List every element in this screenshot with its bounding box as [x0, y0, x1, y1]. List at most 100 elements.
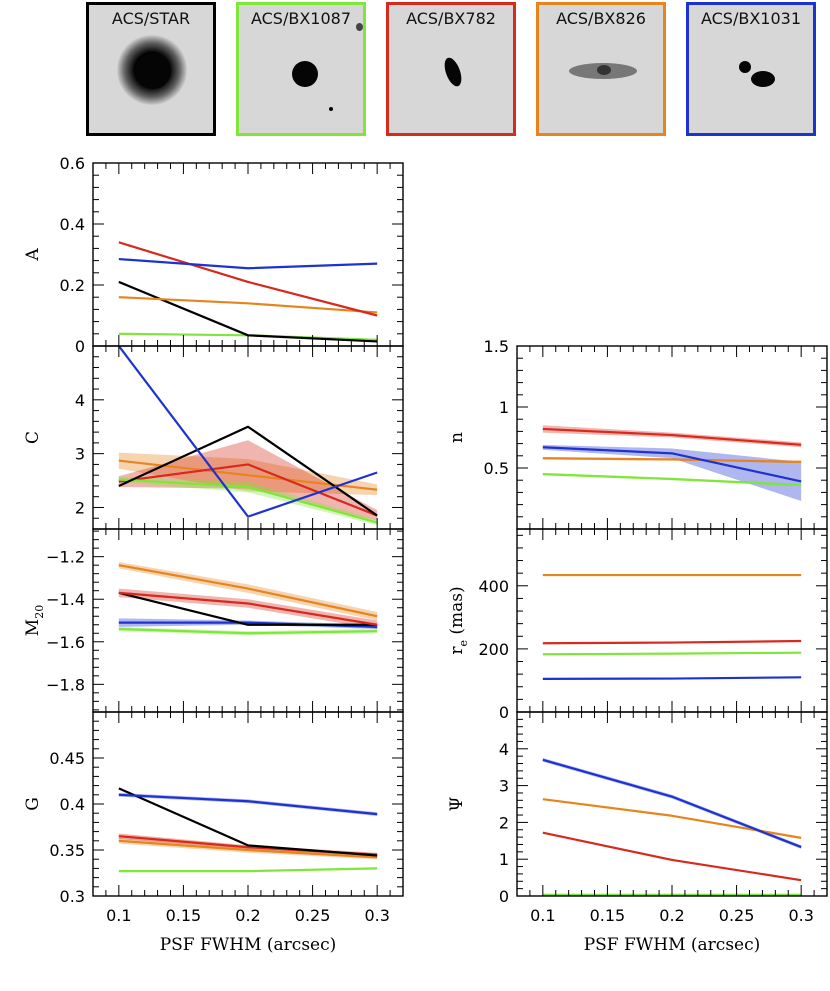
series-line-star [118, 591, 378, 626]
x-tick-label: 0.2 [235, 906, 260, 925]
x-tick-label: 0.25 [719, 906, 755, 925]
series-line-bx782 [118, 241, 378, 317]
y-tick-label: 0 [499, 887, 509, 906]
left-column-panels: 00.20.40.6A234C−1.8−1.6−1.4−1.2M200.30.3… [23, 154, 404, 925]
y-tick-label: 200 [478, 640, 509, 659]
series-line-bx826 [118, 296, 378, 314]
series-line-bx782 [118, 463, 378, 517]
series-line-bx782 [542, 427, 802, 446]
y-tick-label: 0.2 [60, 276, 85, 295]
galaxy-blob [751, 71, 775, 87]
series-line-bx782 [542, 831, 802, 882]
galaxy-blob [329, 107, 333, 111]
x-tick-label: 0.1 [106, 906, 131, 925]
panel-c: 2 3 4 C [23, 345, 404, 530]
galaxy-blob [356, 23, 363, 31]
thumbnail-bx826: ACS/BX826 [536, 2, 666, 136]
galaxy-blob [441, 55, 465, 89]
y-tick-label: 0.35 [49, 841, 85, 860]
y-tick-label: 1 [499, 398, 509, 417]
series-line-bx1031 [118, 257, 378, 270]
series-line-bx826 [118, 839, 378, 859]
band-bx782 [118, 440, 378, 521]
series-line-bx826 [118, 564, 378, 618]
y-axis-title: A [23, 248, 43, 262]
y-axis-title: G [23, 797, 43, 811]
x-tick-label: 0.1 [530, 906, 555, 925]
band-bx1031 [542, 444, 802, 501]
thumbnail-bx1031: ACS/BX1031 [686, 2, 816, 136]
panel-n: 0.5 1 1.5 n [447, 337, 828, 530]
panel-re: 0 200 400 re (mas) [447, 528, 828, 722]
thumbnail-bx782: ACS/BX782 [386, 2, 516, 136]
plot-area [118, 787, 378, 873]
series-line-bx1087 [118, 867, 378, 873]
plot-area [118, 241, 378, 343]
panel-g: 0.3 0.35 0.4 0.45 0.1 0.15 0.2 0.25 0.3 G [23, 711, 404, 925]
x-tick-label: 0.2 [659, 906, 684, 925]
series-line-bx1087 [118, 478, 378, 524]
band-bx826 [118, 561, 378, 621]
series-line-bx1031 [542, 758, 802, 849]
series-line-bx1031 [542, 676, 802, 680]
series-line-bx1087 [118, 627, 378, 635]
thumbnail-title: ACS/BX826 [556, 9, 646, 28]
y-tick-label: −1.4 [46, 590, 85, 609]
plot-area [542, 758, 802, 896]
panel-a: 0 0.2 0.4 0.6 A [23, 154, 404, 356]
left-x-axis-title: PSF FWHM (arcsec) [160, 935, 337, 955]
series-line-bx1031 [117, 346, 378, 518]
series-line-bx782 [542, 639, 802, 645]
y-tick-label: 0.5 [484, 459, 509, 478]
thumbnail-title: ACS/BX782 [406, 9, 496, 28]
y-tick-label: 0.4 [60, 215, 85, 234]
y-tick-label: 0.6 [60, 154, 85, 173]
y-tick-label: 3 [75, 445, 85, 464]
x-tick-label: 0.3 [788, 906, 813, 925]
y-tick-label: 4 [75, 391, 85, 410]
x-tick-label: 0.3 [364, 906, 389, 925]
plot-area [542, 425, 802, 501]
galaxy-blob [597, 65, 611, 75]
panel-psi: 0 1 2 3 4 0.1 0.15 0.2 0.25 0.3 Ψ [447, 711, 828, 925]
y-tick-label: 0 [499, 703, 509, 722]
y-tick-label: −1.8 [46, 675, 85, 694]
y-axis-title: Ψ [447, 796, 467, 811]
series-line-bx782 [118, 591, 378, 626]
galaxy-blob [739, 61, 751, 73]
series-line-bx1087 [542, 473, 802, 487]
x-tick-label: 0.25 [295, 906, 331, 925]
thumbnail-bx1087: ACS/BX1087 [236, 2, 366, 136]
y-tick-label: 4 [499, 740, 509, 759]
band-bx826 [118, 452, 378, 496]
star-psf-core [135, 53, 171, 89]
series-line-bx1087 [542, 651, 802, 656]
series-line-bx826 [542, 457, 802, 463]
y-axis-title: n [447, 432, 467, 443]
y-tick-label: 3 [499, 777, 509, 796]
panel-frame [516, 711, 828, 897]
y-tick-label: 0 [75, 337, 85, 356]
thumbnail-title: ACS/BX1031 [700, 9, 802, 28]
plot-area [117, 346, 378, 526]
galaxy-blob [292, 61, 318, 87]
y-tick-label: 2 [75, 498, 85, 517]
y-tick-label: 0.3 [60, 887, 85, 906]
y-tick-label: −1.6 [46, 633, 85, 652]
series-line-bx1031 [118, 793, 378, 816]
panel-frame [516, 528, 828, 713]
x-tick-label: 0.15 [166, 906, 202, 925]
series-line-bx1031 [542, 446, 802, 483]
y-tick-label: 400 [478, 577, 509, 596]
series-line-star [118, 787, 378, 857]
y-axis-title: M20 [23, 605, 46, 636]
y-tick-label: 2 [499, 813, 509, 832]
x-tick-label: 0.15 [590, 906, 626, 925]
thumbnail-star: ACS/STAR [86, 2, 216, 136]
y-tick-label: 1 [499, 850, 509, 869]
thumbnail-title: ACS/BX1087 [250, 9, 352, 28]
y-tick-label: 1.5 [484, 337, 509, 356]
panel-frame [92, 162, 404, 347]
y-tick-label: 0.45 [49, 749, 85, 768]
